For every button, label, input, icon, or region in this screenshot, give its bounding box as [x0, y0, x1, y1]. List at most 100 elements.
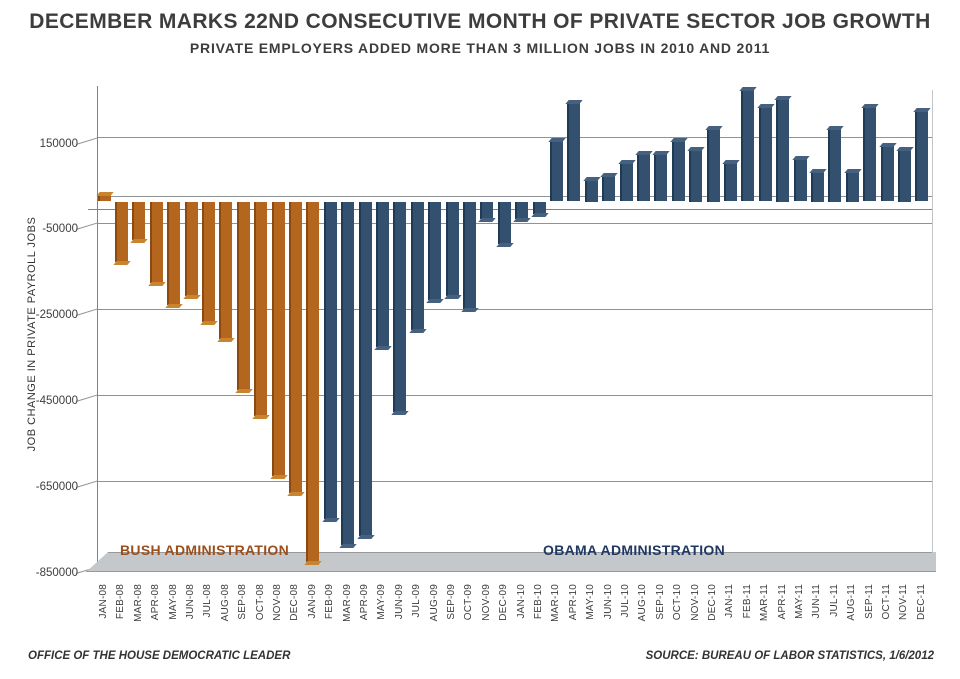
x-axis-label-mar-08: MAR-08: [132, 584, 144, 622]
x-axis-label-may-08: MAY-08: [167, 584, 179, 620]
bush-administration-label: BUSH ADMINISTRATION: [120, 542, 290, 558]
bar-mar-08: [132, 201, 146, 241]
y-axis-tick-label: -850000: [35, 566, 78, 579]
x-axis-label-jul-09: JUL-09: [411, 584, 423, 618]
bar-jun-10: [602, 175, 616, 202]
footer-source-right: SOURCE: BUREAU OF LABOR STATISTICS, 1/6/…: [645, 650, 934, 662]
x-axis-label-apr-11: APR-11: [776, 584, 788, 620]
x-axis-label-oct-10: OCT-10: [672, 584, 684, 621]
gridline: [97, 223, 932, 224]
y-axis-tick-label: -650000: [35, 480, 78, 493]
x-axis-label-jul-08: JUL-08: [202, 584, 214, 618]
x-axis-label-aug-08: AUG-08: [219, 584, 231, 622]
bar-oct-11: [880, 145, 894, 202]
x-axis-label-jan-09: JAN-09: [306, 584, 318, 619]
bar-sep-08: [236, 201, 250, 391]
x-axis-label-jan-11: JAN-11: [724, 584, 736, 618]
bar-jul-08: [201, 201, 215, 322]
axis-tick-connector: [75, 308, 98, 317]
bar-dec-10: [706, 128, 720, 202]
x-axis-label-apr-10: APR-10: [567, 584, 579, 621]
bar-jul-09: [410, 201, 424, 331]
axis-tick-connector: [75, 137, 98, 145]
axis-tick-connector: [75, 480, 98, 488]
x-axis-label-dec-08: DEC-08: [289, 584, 301, 621]
bar-jul-11: [828, 128, 842, 202]
bar-apr-08: [149, 201, 163, 283]
bar-jan-09: [306, 201, 320, 562]
y-axis-tick-label: -250000: [35, 309, 78, 322]
x-axis-label-aug-09: AUG-09: [428, 584, 440, 622]
gridline: [97, 394, 932, 396]
x-axis-label-aug-11: AUG-11: [846, 584, 858, 621]
bar-jul-10: [619, 162, 633, 202]
bar-apr-09: [358, 201, 372, 537]
bar-nov-09: [480, 201, 494, 219]
bar-feb-11: [741, 89, 755, 202]
x-axis-label-oct-11: OCT-11: [881, 584, 892, 620]
x-axis-label-aug-10: AUG-10: [637, 584, 649, 622]
bar-aug-10: [636, 154, 650, 202]
floor-bottom-edge: [86, 571, 936, 572]
zero-gridline: [97, 196, 932, 197]
chart-floor-3d: [86, 552, 936, 572]
bar-may-08: [167, 201, 181, 305]
bar-sep-11: [863, 107, 877, 202]
bar-apr-11: [776, 98, 790, 202]
x-axis-label-apr-08: APR-08: [150, 584, 162, 621]
bar-jan-10: [515, 201, 529, 219]
bar-apr-10: [567, 102, 581, 202]
x-axis-label-nov-10: NOV-10: [689, 584, 701, 621]
x-axis-label-jul-10: JUL-10: [620, 584, 631, 618]
bar-oct-08: [254, 201, 268, 417]
right-wall-edge: [932, 90, 933, 552]
bar-jun-11: [810, 171, 824, 202]
x-axis-label-jun-10: JUN-10: [602, 584, 614, 620]
gridline: [97, 308, 932, 310]
bar-feb-08: [114, 201, 128, 262]
x-axis-label-jun-08: JUN-08: [185, 584, 196, 620]
y-axis-tick-label: -450000: [35, 395, 78, 408]
x-axis-label-sep-10: SEP-10: [654, 584, 666, 620]
bar-jan-08: [97, 195, 111, 202]
x-axis-label-mar-09: MAR-09: [341, 584, 353, 622]
x-axis-label-oct-09: OCT-09: [463, 584, 475, 621]
bar-dec-08: [288, 201, 302, 494]
x-axis-label-jul-11: JUL-11: [828, 584, 840, 617]
bar-aug-08: [219, 201, 233, 339]
y-axis-tick-label: -50000: [42, 223, 78, 236]
bar-dec-09: [497, 201, 511, 245]
bar-feb-09: [323, 201, 337, 520]
axis-tick-connector: [75, 223, 98, 231]
bar-jan-11: [723, 162, 737, 202]
x-axis-label-nov-09: NOV-09: [480, 584, 492, 621]
x-axis-label-jun-11: JUN-11: [811, 584, 823, 619]
chart-title: DECEMBER MARKS 22ND CONSECUTIVE MONTH OF…: [29, 10, 931, 33]
bar-may-10: [584, 180, 598, 202]
bar-nov-08: [271, 201, 285, 477]
bar-mar-09: [341, 201, 355, 545]
bar-oct-09: [462, 201, 476, 309]
axis-tick-connector: [75, 394, 98, 403]
x-axis-label-may-11: MAY-11: [794, 584, 805, 619]
bar-sep-09: [445, 201, 459, 296]
x-axis-label-mar-10: MAR-10: [550, 584, 562, 622]
x-axis-label-feb-08: FEB-08: [115, 584, 127, 620]
x-axis-label-oct-08: OCT-08: [254, 584, 266, 621]
x-axis-label-sep-08: SEP-08: [237, 584, 249, 620]
y-axis-line: [97, 86, 98, 566]
x-axis-label-dec-11: DEC-11: [915, 584, 927, 621]
bar-jun-09: [393, 201, 407, 412]
x-axis-label-mar-11: MAR-11: [759, 584, 771, 622]
x-axis-label-feb-09: FEB-09: [324, 584, 336, 620]
x-axis-label-may-09: MAY-09: [376, 584, 388, 620]
floor-top-edge: [108, 552, 932, 553]
bar-aug-11: [845, 171, 859, 202]
gridline: [97, 137, 932, 139]
x-axis-label-jun-09: JUN-09: [393, 584, 405, 620]
bar-aug-09: [428, 201, 442, 301]
x-axis-label-may-10: MAY-10: [585, 584, 597, 620]
bar-mar-10: [549, 141, 563, 202]
bar-mar-11: [758, 107, 772, 202]
